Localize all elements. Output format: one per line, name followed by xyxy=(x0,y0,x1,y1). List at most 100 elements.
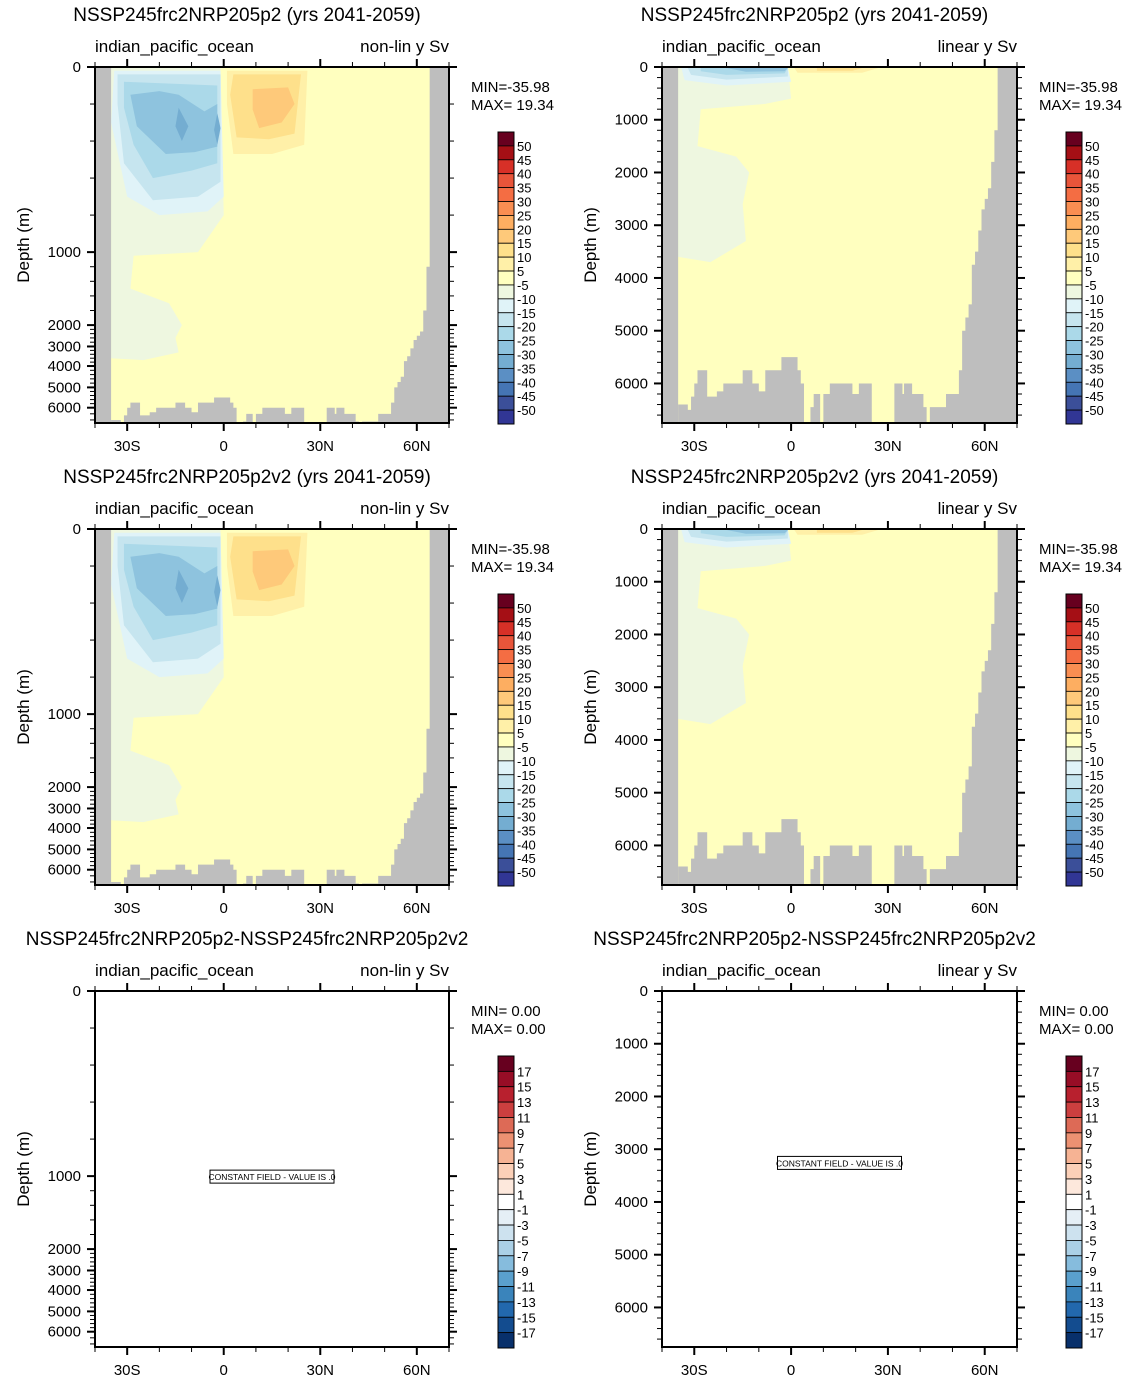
colorbar-swatch xyxy=(497,215,515,230)
colorbar-label: -5 xyxy=(1085,740,1097,755)
x-tick-label: 0 xyxy=(787,900,795,917)
negative-contour-3 xyxy=(130,553,218,617)
colorbar-swatch xyxy=(1065,1101,1083,1118)
x-tick-label: 30S xyxy=(114,438,141,455)
subtitle-left: indian_pacific_ocean xyxy=(95,961,254,980)
colorbar-label: -15 xyxy=(1085,1310,1104,1325)
colorbar-label: -13 xyxy=(1085,1295,1104,1310)
colorbar-swatch xyxy=(1065,354,1083,369)
y-tick-label: 0 xyxy=(640,983,648,1000)
panel-title: NSSP245frc2NRP205p2v2 (yrs 2041-2059) xyxy=(63,467,431,488)
y-tick-label: 3000 xyxy=(48,800,81,817)
colorbar-swatch xyxy=(1065,677,1083,692)
colorbar-label: -17 xyxy=(1085,1326,1104,1341)
y-axis-label: Depth (m) xyxy=(14,207,33,283)
colorbar: 5045403530252015105-5-10-15-20-25-30-35-… xyxy=(1065,131,1104,425)
y-tick-label: 1000 xyxy=(48,1168,81,1185)
colorbar-swatch xyxy=(1065,201,1083,216)
colorbar-label: 15 xyxy=(517,698,531,713)
colorbar-swatch xyxy=(497,242,515,258)
colorbar-label: -40 xyxy=(517,837,536,852)
y-axis-label: Depth (m) xyxy=(14,1131,33,1207)
y-tick-label: 5000 xyxy=(48,1303,81,1320)
colorbar-label: -45 xyxy=(1085,389,1104,404)
colorbar-label: 5 xyxy=(1085,726,1092,741)
min-label: MIN= 0.00 xyxy=(1039,1003,1109,1020)
positive-contour-2 xyxy=(252,87,295,129)
colorbar-swatch xyxy=(1065,635,1083,651)
colorbar-swatch xyxy=(497,1086,515,1103)
colorbar-swatch xyxy=(1065,690,1083,706)
colorbar-swatch xyxy=(497,843,515,859)
plot-frame xyxy=(94,66,450,424)
land-west xyxy=(95,67,112,423)
colorbar-swatch xyxy=(1065,718,1083,734)
colorbar-swatch xyxy=(1065,1224,1083,1241)
colorbar-swatch xyxy=(1065,1209,1083,1226)
colorbar-swatch xyxy=(1065,704,1083,720)
y-tick-label: 2000 xyxy=(615,164,648,181)
colorbar-swatch xyxy=(497,1055,515,1072)
colorbar-label: -15 xyxy=(517,768,536,783)
colorbar-swatch xyxy=(1065,326,1083,341)
contour-field xyxy=(95,529,449,885)
negative-contour-3 xyxy=(130,91,218,155)
colorbar-swatch xyxy=(497,690,515,706)
colorbar-label: 40 xyxy=(1085,629,1099,644)
colorbar-label: 9 xyxy=(1085,1126,1092,1141)
y-tick-label: 3000 xyxy=(48,1262,81,1279)
colorbar-label: -25 xyxy=(517,796,536,811)
colorbar-swatch xyxy=(497,1240,515,1257)
colorbar-swatch xyxy=(1065,788,1083,803)
y-tick-label: 2000 xyxy=(615,1088,648,1105)
y-tick-label: 3000 xyxy=(615,1141,648,1158)
colorbar-label: 45 xyxy=(517,615,531,630)
x-tick-label: 60N xyxy=(403,900,431,917)
colorbar-label: -3 xyxy=(517,1218,529,1233)
y-tick-label: 5000 xyxy=(615,785,648,802)
y-axis-label: Depth (m) xyxy=(581,669,600,745)
colorbar-label: 15 xyxy=(1085,698,1099,713)
y-tick-label: 2000 xyxy=(48,317,81,334)
colorbar-label: -20 xyxy=(517,320,536,335)
y-axis-label: Depth (m) xyxy=(14,669,33,745)
constant-field-label: CONSTANT FIELD - VALUE IS .0 xyxy=(776,1158,903,1168)
positive-contour-1 xyxy=(816,68,863,71)
colorbar-label: 35 xyxy=(1085,181,1099,196)
colorbar-label: 5 xyxy=(517,1157,524,1172)
colorbar-label: 40 xyxy=(517,629,531,644)
subtitle-right: non-lin y Sv xyxy=(360,499,449,518)
land-bathymetry xyxy=(111,67,449,423)
colorbar-label: 7 xyxy=(1085,1141,1092,1156)
x-tick-label: 30N xyxy=(874,438,902,455)
negative-contour-4 xyxy=(175,569,189,604)
subtitle-right: linear y Sv xyxy=(938,37,1018,56)
colorbar-swatch xyxy=(497,340,515,355)
colorbar-label: 50 xyxy=(1085,139,1099,154)
colorbar-swatch xyxy=(1065,1163,1083,1180)
colorbar-label: 9 xyxy=(517,1126,524,1141)
max-label: MAX= 19.34 xyxy=(1039,97,1122,114)
x-tick-label: 0 xyxy=(787,1362,795,1379)
constant-field-box xyxy=(777,1155,902,1170)
colorbar-label: 25 xyxy=(517,670,531,685)
x-tick-label: 60N xyxy=(403,1362,431,1379)
y-tick-label: 3000 xyxy=(615,679,648,696)
x-tick-label: 0 xyxy=(220,438,228,455)
colorbar-label: -7 xyxy=(517,1249,529,1264)
negative-contour-4 xyxy=(175,107,189,142)
colorbar-label: -9 xyxy=(1085,1264,1097,1279)
colorbar-swatch xyxy=(1065,1316,1083,1334)
y-tick-label: 4000 xyxy=(48,820,81,837)
colorbar-swatch xyxy=(497,635,515,651)
negative-cell-weak xyxy=(678,529,792,725)
x-tick-label: 60N xyxy=(971,438,999,455)
colorbar-swatch xyxy=(497,131,515,147)
colorbar-swatch xyxy=(1065,242,1083,258)
colorbar-label: 20 xyxy=(1085,684,1099,699)
subtitle-right: non-lin y Sv xyxy=(360,37,449,56)
colorbar-label: 5 xyxy=(517,264,524,279)
colorbar-swatch xyxy=(1065,131,1083,147)
x-tick-label: 60N xyxy=(971,1362,999,1379)
colorbar-swatch xyxy=(1065,857,1083,873)
